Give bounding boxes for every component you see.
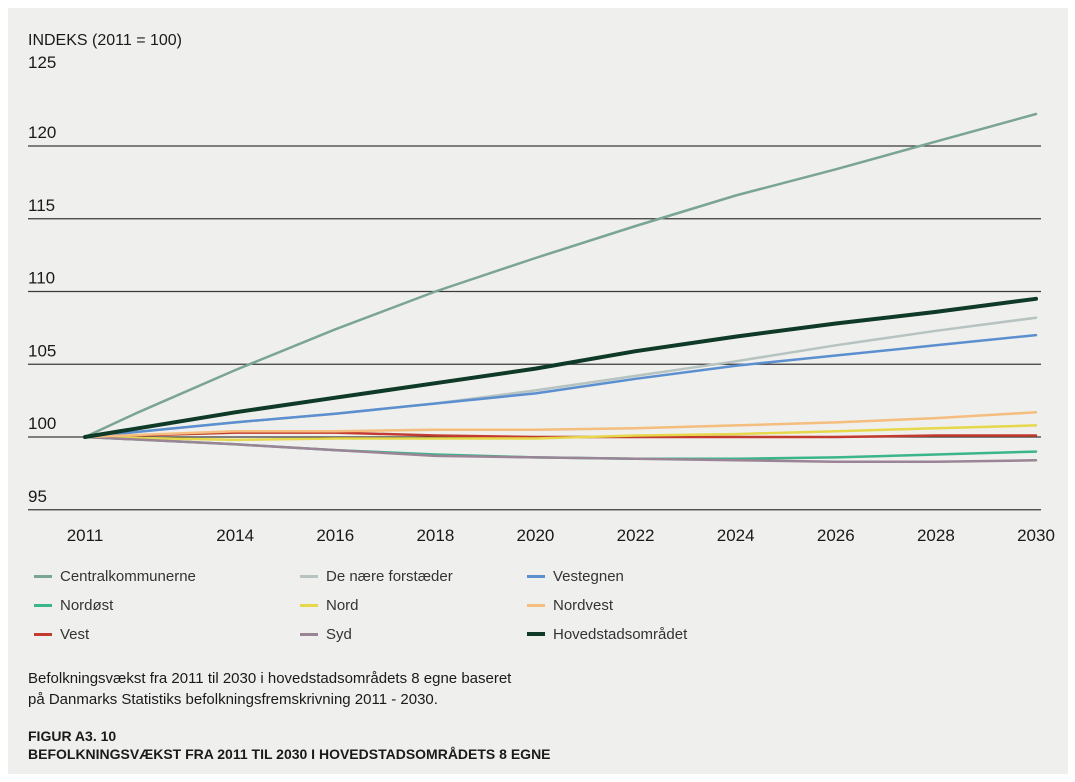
x-tick-label: 2011 <box>67 526 104 545</box>
series-line-nordvest <box>83 411 1038 439</box>
x-tick-label: 2024 <box>717 526 755 545</box>
legend-swatch <box>527 632 545 636</box>
legend-swatch <box>527 603 545 607</box>
legend-label: Hovedstadsområdet <box>553 625 688 643</box>
series-line-centralkommunerne <box>83 112 1038 439</box>
line-chart: INDEKS (2011 = 100) 95 100 105 110 115 120 125… <box>28 32 1055 545</box>
legend-item: Centralkommunerne <box>34 565 196 587</box>
legend-swatch <box>34 574 52 578</box>
x-tick-label: 2020 <box>517 526 555 545</box>
legend-item: Syd <box>300 623 352 645</box>
legend-label: Nordøst <box>60 596 114 614</box>
x-tick-label: 2030 <box>1017 526 1055 545</box>
legend-label: Syd <box>326 625 352 643</box>
series-line-hovedstadsområdet <box>83 296 1038 439</box>
legend-swatch <box>34 603 52 607</box>
series-line-syd <box>83 435 1038 463</box>
series-line-vestegnen <box>83 333 1038 439</box>
legend-swatch <box>300 632 318 636</box>
y-tick-label: 95 <box>28 487 47 506</box>
legend-item: De nære forstæder <box>300 565 453 587</box>
series-line-nord <box>83 424 1038 442</box>
legend-swatch <box>527 574 545 578</box>
x-tick-label: 2026 <box>817 526 855 545</box>
y-tick-label: 105 <box>28 341 56 360</box>
y-tick-label: 125 <box>28 53 56 72</box>
x-tick-label: 2016 <box>316 526 354 545</box>
legend-swatch <box>300 603 318 607</box>
legend-swatch <box>300 574 318 578</box>
figure-number: FIGUR A3. 10 <box>28 728 117 744</box>
y-tick-label: 100 <box>28 414 56 433</box>
legend-item: Vest <box>34 623 89 645</box>
caption-line-2: på Danmarks Statistiks befolkningsfremsk… <box>28 691 438 708</box>
y-tick-label: 115 <box>28 196 55 215</box>
legend-label: Nordvest <box>553 596 614 614</box>
legend-swatch <box>34 632 52 636</box>
legend-label: Nord <box>326 596 359 614</box>
x-tick-label: 2022 <box>617 526 655 545</box>
caption-line-1: Befolkningsvækst fra 2011 til 2030 i hov… <box>28 670 512 687</box>
legend-label: Vestegnen <box>553 567 624 585</box>
legend-label: Centralkommunerne <box>60 567 196 585</box>
legend-item: Nord <box>300 594 359 616</box>
y-tick-label: 110 <box>28 269 55 288</box>
legend-label: De nære forstæder <box>326 567 453 585</box>
legend-item: Nordøst <box>34 594 113 616</box>
legend-label: Vest <box>60 625 90 643</box>
caption: Befolkningsvækst fra 2011 til 2030 i hov… <box>28 668 828 710</box>
x-tick-label: 2018 <box>416 526 454 545</box>
legend-item: Vestegnen <box>527 565 624 587</box>
x-tick-label: 2028 <box>917 526 955 545</box>
legend-item: Hovedstadsområdet <box>527 623 687 645</box>
y-axis-label: INDEKS (2011 = 100) <box>28 32 182 49</box>
y-tick-label: 120 <box>28 123 56 142</box>
x-tick-label: 2014 <box>216 526 254 545</box>
legend-item: Nordvest <box>527 594 613 616</box>
figure-title: BEFOLKNINGSVÆKST FRA 2011 TIL 2030 I HOV… <box>28 746 551 762</box>
series-line-vest <box>83 431 1038 439</box>
